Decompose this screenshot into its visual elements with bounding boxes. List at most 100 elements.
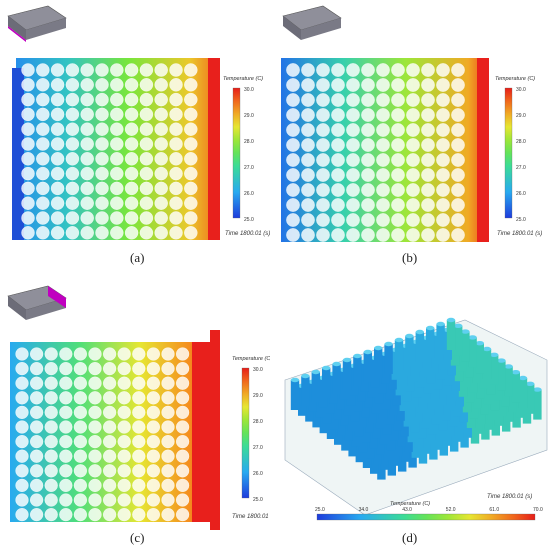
colorbar-tick: 25.0 (244, 217, 254, 223)
battery-cell (65, 226, 80, 240)
battery-cell (301, 63, 315, 77)
battery-cell (73, 376, 88, 390)
cell-top (311, 369, 320, 375)
battery-cell (169, 166, 183, 181)
battery-cell (44, 420, 58, 434)
cell-top (436, 321, 445, 327)
battery-cell (316, 243, 330, 257)
battery-cell (301, 123, 315, 137)
cell-body (363, 352, 372, 382)
battery-cell (139, 211, 154, 225)
battery-cell (59, 435, 73, 449)
battery-cell (346, 183, 360, 197)
battery-cell (29, 478, 44, 493)
battery-cell (95, 152, 109, 166)
battery-cell (88, 449, 102, 463)
battery-cell (316, 213, 330, 227)
battery-cell (36, 152, 50, 166)
temperature-map-b: Temperature (C) 30.0 29.0 28.0 27.0 26.0 25.0 T… (281, 58, 542, 257)
battery-cell (286, 243, 300, 257)
battery-cell (15, 347, 29, 361)
battery-cell (21, 166, 35, 181)
battery-cell (44, 361, 58, 376)
battery-cell (154, 78, 168, 92)
battery-cell (36, 107, 50, 122)
battery-cell (95, 211, 109, 225)
legend-title: Temperature (C) (232, 356, 270, 362)
battery-cell (346, 93, 360, 107)
battery-cell (161, 420, 175, 434)
battery-cell (102, 376, 117, 390)
battery-cell (161, 508, 175, 522)
battery-cell (286, 138, 300, 152)
battery-cell (361, 183, 375, 197)
battery-cell (146, 420, 161, 434)
cell-body (518, 378, 528, 408)
battery-cell (421, 168, 435, 182)
cell-body (454, 325, 463, 356)
battery-cell (176, 493, 190, 507)
battery-cell (88, 464, 102, 478)
battery-cell (117, 391, 131, 405)
thumbnail-a (7, 5, 67, 42)
battery-cell (132, 361, 146, 376)
battery-cell (406, 123, 420, 137)
battery-cell (286, 198, 300, 212)
battery-cell (176, 391, 190, 405)
battery-cell (346, 108, 360, 122)
battery-cell (331, 153, 345, 167)
battery-cell (132, 376, 146, 390)
time-label: Time 1800.01 (s) (487, 494, 532, 500)
battery-cell (88, 435, 102, 449)
battery-cell (36, 196, 50, 210)
battery-cell (286, 78, 300, 92)
battery-cell (88, 391, 102, 405)
battery-cell (146, 435, 161, 449)
battery-cell (95, 166, 109, 181)
battery-cell (391, 213, 405, 227)
battery-cell (36, 240, 50, 255)
colorbar-tick: 27.0 (244, 165, 254, 171)
cell-body (332, 364, 341, 394)
battery-cell (80, 122, 94, 136)
cell-top (415, 329, 424, 335)
battery-cell (301, 78, 315, 92)
legend-title: Temperature (C) (390, 501, 430, 507)
battery-cell (161, 493, 175, 507)
battery-cell (50, 122, 65, 136)
battery-cell (73, 493, 88, 507)
time-label: Time 1800.01 (s) (232, 514, 270, 520)
thumbnail-c (7, 285, 67, 320)
battery-cell (110, 137, 124, 151)
battery-cell (29, 449, 44, 463)
battery-cell (146, 464, 161, 478)
battery-cell (132, 508, 146, 522)
battery-cell (124, 196, 139, 210)
battery-cell (331, 93, 345, 107)
battery-cell (21, 63, 35, 77)
battery-cell (29, 391, 44, 405)
battery-cell (65, 122, 80, 136)
time-label: Time 1800.01 (s) (225, 231, 270, 237)
battery-cell (139, 63, 154, 77)
battery-cell (132, 449, 146, 463)
battery-cell (391, 108, 405, 122)
outlet-channel (210, 330, 220, 530)
isometric-view-d: Time 1800.01 (s) Temperature (C) 25.0 34.0 4… (284, 317, 548, 521)
cooling-plate (192, 342, 210, 522)
battery-cell (15, 522, 29, 536)
battery-cell (110, 92, 124, 107)
cell-body (290, 380, 300, 410)
cell-top (454, 323, 463, 328)
colorbar-tick: 25.0 (253, 497, 263, 503)
battery-cell (331, 123, 345, 137)
caption-a: (a) (130, 250, 145, 265)
battery-cell (15, 435, 29, 449)
battery-cell (154, 196, 168, 210)
battery-cell (361, 168, 375, 182)
battery-cell (346, 138, 360, 152)
cell-top (526, 381, 535, 386)
battery-cell (29, 420, 44, 434)
battery-cell (73, 420, 88, 434)
battery-cell (124, 226, 139, 240)
